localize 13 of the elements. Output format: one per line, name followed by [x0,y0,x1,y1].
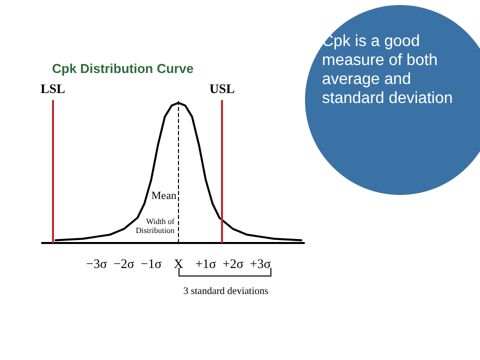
chart-title: Cpk Distribution Curve [52,61,194,76]
x-tick-label: X [174,256,184,271]
x-tick-label: +2σ [222,256,244,271]
x-tick-label: −3σ [86,256,108,271]
x-tick-label: +3σ [250,256,271,271]
ref-line-label: USL [209,81,236,96]
x-tick-label: −2σ [113,256,134,271]
text: 3 standard deviations [183,286,268,297]
annotation: Width of Distribution [134,217,174,235]
ref-line-label: LSL [40,81,66,96]
x-tick-label: −1σ [140,256,162,271]
annotation: Mean [150,190,176,202]
x-tick-label: +1σ [195,256,216,271]
